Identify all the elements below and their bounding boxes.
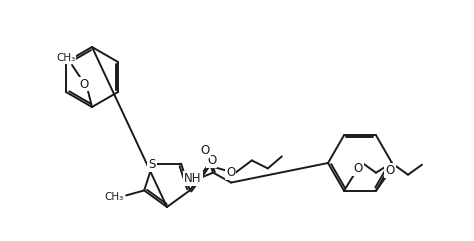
Text: CH₃: CH₃ [105, 192, 124, 202]
Text: O: O [385, 164, 395, 177]
Text: S: S [148, 158, 155, 171]
Text: O: O [226, 166, 236, 179]
Text: CH₃: CH₃ [56, 53, 76, 63]
Text: O: O [354, 162, 363, 175]
Text: NH: NH [184, 172, 202, 185]
Text: O: O [207, 154, 217, 167]
Text: O: O [79, 78, 89, 91]
Text: O: O [201, 144, 210, 157]
